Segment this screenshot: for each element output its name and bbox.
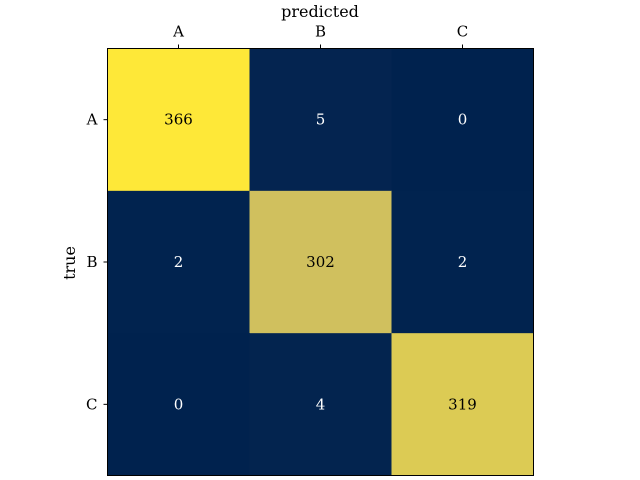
- cell-value-C-A: 0: [174, 395, 184, 413]
- x-tick-label-C: C: [457, 23, 468, 41]
- y-tick-label-B: B: [86, 253, 97, 271]
- y-tick-label-A: A: [86, 111, 98, 129]
- heatmap-cell-C-C: [391, 333, 534, 476]
- x-tick-label-A: A: [172, 23, 184, 41]
- cell-value-A-A: 366: [164, 111, 193, 129]
- cell-value-C-C: 319: [448, 395, 477, 413]
- cell-value-labels: 366 5 0 2 302 2 0 4 319: [164, 111, 477, 414]
- y-axis-ticks: A B C: [86, 111, 108, 413]
- cell-value-B-C: 2: [458, 253, 468, 271]
- heatmap-cell-B-C: [391, 190, 534, 334]
- heatmap-cell-A-A: [107, 48, 250, 192]
- plot-frame: [107, 48, 534, 476]
- x-axis-ticks: A B C: [172, 23, 468, 49]
- heatmap-cells: [107, 48, 534, 476]
- heatmap-cell-B-A: [107, 190, 250, 334]
- x-axis-title: predicted: [281, 2, 359, 21]
- heatmap-cell-A-B: [249, 48, 392, 192]
- cell-value-C-B: 4: [316, 395, 326, 413]
- y-tick-label-C: C: [86, 395, 97, 413]
- y-axis-title: true: [60, 246, 79, 280]
- heatmap-cell-B-B: [249, 190, 392, 334]
- cell-value-A-C: 0: [458, 111, 468, 129]
- cell-value-B-B: 302: [306, 253, 335, 271]
- heatmap-cell-C-A: [107, 333, 250, 476]
- cell-value-B-A: 2: [174, 253, 184, 271]
- cell-value-A-B: 5: [316, 111, 326, 129]
- x-tick-label-B: B: [315, 23, 326, 41]
- heatmap-cell-A-C: [391, 48, 534, 192]
- heatmap-cell-C-B: [249, 333, 392, 476]
